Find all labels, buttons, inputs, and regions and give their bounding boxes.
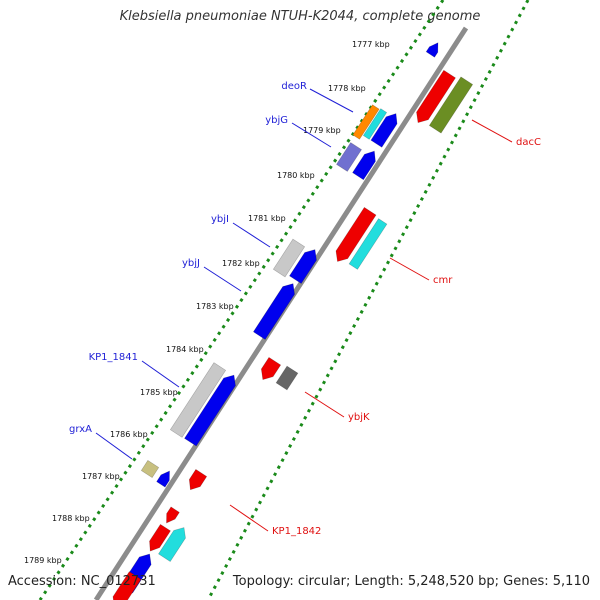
kbp-tick-label: 1783 kbp bbox=[196, 302, 234, 311]
ybjK-gene[interactable] bbox=[261, 356, 282, 380]
KP1_1841-label: KP1_1841 bbox=[89, 352, 138, 363]
cmr-gene[interactable] bbox=[335, 206, 377, 262]
dacC-gene[interactable] bbox=[428, 76, 474, 134]
kbp-tick-label: 1782 kbp bbox=[222, 259, 260, 268]
KP1_1842-leader-line bbox=[229, 504, 269, 532]
KP1_1842-gene[interactable] bbox=[188, 469, 208, 491]
kbp-tick-label: 1784 kbp bbox=[166, 345, 204, 354]
forward-gene-b[interactable] bbox=[352, 150, 376, 181]
reverse-marker[interactable] bbox=[425, 42, 439, 58]
kbp-tick-label: 1786 kbp bbox=[110, 430, 148, 439]
forward-gene-a[interactable] bbox=[370, 113, 398, 148]
ybjG-gene[interactable] bbox=[336, 142, 362, 172]
kbp-tick-label: 1789 kbp bbox=[24, 556, 62, 565]
deoR-gene[interactable] bbox=[352, 104, 380, 140]
grxA-gene[interactable] bbox=[140, 460, 160, 478]
ybjK-partner-gene[interactable] bbox=[275, 365, 299, 391]
grxA-label: grxA bbox=[69, 424, 92, 435]
deoR-label: deoR bbox=[281, 81, 307, 92]
kbp-tick-label: 1781 kbp bbox=[248, 214, 286, 223]
dacC-label: dacC bbox=[516, 137, 541, 148]
ybjG-label: ybjG bbox=[265, 115, 288, 126]
grxA-leader-line bbox=[95, 432, 133, 460]
dacC-leader-line bbox=[471, 119, 513, 143]
forward-gene-g[interactable] bbox=[149, 523, 171, 552]
ybjJ-leader-line bbox=[203, 266, 242, 292]
ybjJ-label: ybjJ bbox=[182, 258, 200, 269]
forward-gene-j[interactable] bbox=[112, 571, 142, 600]
cmr-label: cmr bbox=[433, 275, 453, 286]
cmr-leader-line bbox=[389, 257, 430, 281]
map-title: Klebsiella pneumoniae NTUH-K2044, comple… bbox=[119, 9, 481, 24]
deoR-leader-line bbox=[309, 88, 354, 113]
genome-summary: Topology: circular; Length: 5,248,520 bp… bbox=[232, 574, 590, 589]
kbp-tick-label: 1777 kbp bbox=[352, 40, 390, 49]
forward-gene-c[interactable] bbox=[289, 249, 317, 284]
accession-label: Accession: NC_012731 bbox=[8, 574, 156, 589]
ybjI-gene[interactable] bbox=[272, 238, 306, 278]
cmr-stripe-gene[interactable] bbox=[348, 218, 388, 270]
kbp-tick-label: 1778 kbp bbox=[328, 84, 366, 93]
forward-gene-h[interactable] bbox=[166, 506, 180, 524]
KP1_1842-label: KP1_1842 bbox=[272, 526, 321, 537]
ybjI-leader-line bbox=[232, 222, 271, 248]
ybjG-leader-line bbox=[291, 122, 332, 148]
forward-gene-i[interactable] bbox=[158, 527, 186, 562]
inner-dotted-track bbox=[38, 0, 445, 600]
ybjK-label: ybjK bbox=[348, 412, 370, 423]
kbp-tick-label: 1785 kbp bbox=[140, 388, 178, 397]
label-leader-group: deoR ybjG ybjI ybjJ KP1_1841 grxA dacC cmr ybjK K… bbox=[69, 81, 541, 537]
gene-feature-group[interactable] bbox=[112, 42, 474, 600]
forward-gene-d[interactable] bbox=[184, 374, 236, 447]
kbp-tick-group: 1777 kbp 1778 kbp 1779 kbp 1780 kbp 1781 kbp… bbox=[24, 40, 390, 565]
ybjK-leader-line bbox=[304, 391, 345, 418]
kbp-tick-label: 1780 kbp bbox=[277, 171, 315, 180]
ybjG-small-gene[interactable] bbox=[362, 108, 388, 140]
ybjJ-gene[interactable] bbox=[253, 283, 295, 340]
outer-dotted-track bbox=[206, 0, 530, 600]
KP1_1841-leader-line bbox=[141, 360, 180, 388]
dacC-partner-gene[interactable] bbox=[416, 69, 456, 124]
kbp-tick-label: 1787 kbp bbox=[82, 472, 120, 481]
kbp-tick-label: 1779 kbp bbox=[303, 126, 341, 135]
kbp-tick-label: 1788 kbp bbox=[52, 514, 90, 523]
forward-gene-e[interactable] bbox=[156, 470, 170, 488]
ybjI-label: ybjI bbox=[211, 214, 229, 225]
KP1_1841-gene[interactable] bbox=[169, 362, 227, 438]
